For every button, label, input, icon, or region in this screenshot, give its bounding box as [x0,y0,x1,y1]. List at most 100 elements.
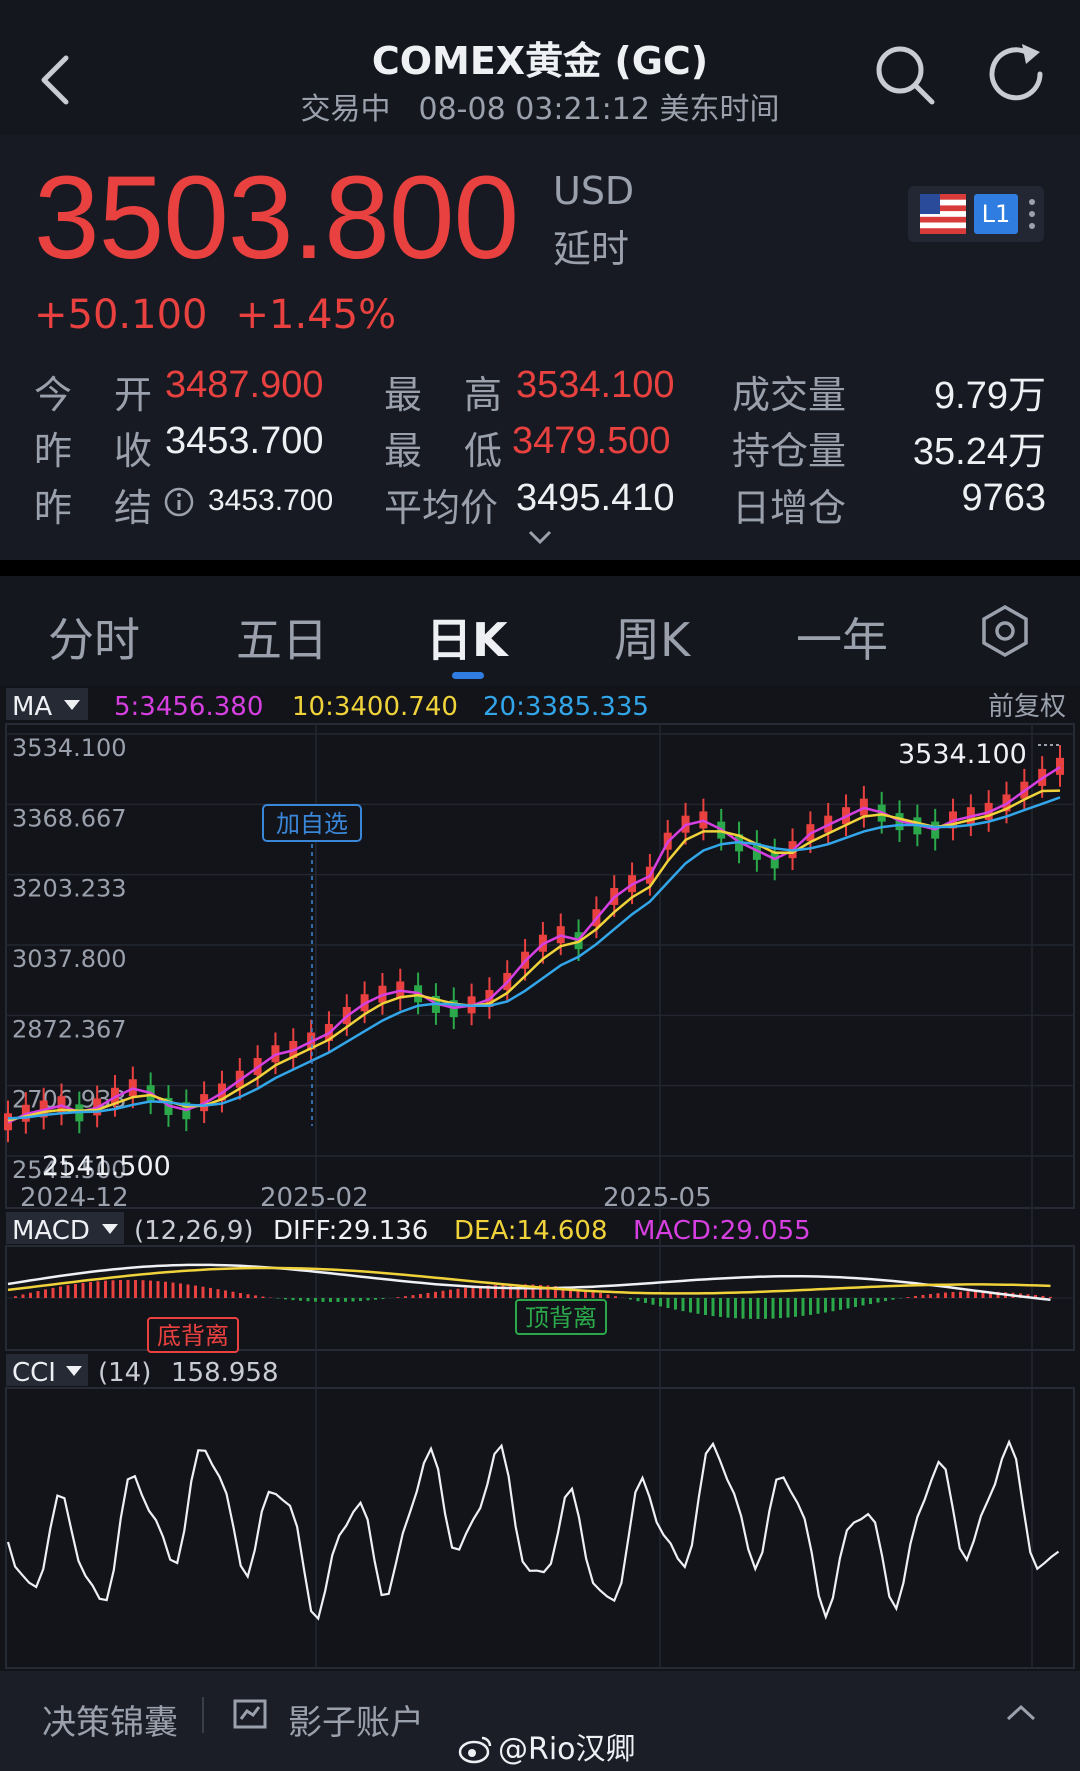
prev-close-label-1: 昨 [34,429,73,473]
avg-label: 平均价 [384,486,499,530]
last-price: 3503.800 [34,152,519,284]
timestamp: 08-08 03:21:12 美东时间 [418,92,780,127]
min-price-label: 2541.500 [42,1151,171,1182]
price-tick-label: 2541.500 [12,1156,127,1184]
market-badge[interactable]: L1 [908,186,1044,242]
cci-value: 158.958 [171,1358,279,1388]
avg-value: 3495.410 [516,477,675,519]
bottom-toolbar: 决策锦囊 影子账户 [0,1671,1080,1771]
delay-label: 延时 [553,227,630,271]
macd-dea: DEA:14.608 [454,1216,608,1246]
price-ticks: 3534.100 3368.667 3203.233 3037.800 2872.367… [12,734,127,1184]
top-divergence-tag [515,1299,607,1335]
refresh-icon[interactable] [982,40,1052,110]
prev-settle-label-1: 昨 [34,486,73,530]
volume-value: 9.79万 [934,375,1046,417]
shadow-account-button[interactable]: 影子账户 [288,1703,424,1743]
macd-params: (12,26,9) [134,1216,254,1246]
tab-weekly-k[interactable]: 周K [614,613,691,667]
macd-selector[interactable] [6,1212,124,1244]
level-badge: L1 [974,194,1018,234]
trading-status: 交易中 08-08 03:21:12 美东时间 [0,84,1080,128]
oi-value: 35.24万 [912,431,1046,473]
max-price-label: 3534.100 [898,739,1027,770]
candle-body [1056,757,1064,775]
ma10-line [7,789,1061,1122]
tab-daily-k[interactable]: 日K [426,613,508,667]
dea-line [7,1266,1051,1295]
change-value: +50.100 [34,292,208,338]
chart-area[interactable]: MA 5:3456.380 10:3400.740 20:3385.335 前复… [0,686,1080,1671]
diff-line [7,1263,1051,1302]
toolbar-separator [202,1697,204,1733]
macd-plot [6,1263,1074,1319]
page-title: COMEX黄金 (GC) [371,39,709,83]
cci-label: CCI [12,1358,56,1388]
collapse-chevron-icon[interactable] [1004,1701,1038,1725]
bottom-divergence-tag [147,1317,239,1353]
bottom-divergence-label: 底背离 [157,1322,229,1350]
macd-value: MACD:29.055 [633,1216,811,1246]
add-watch-button[interactable] [262,804,362,842]
active-tab-indicator [452,672,484,679]
low-label-1: 最 [384,429,423,473]
price-tick-label: 3534.100 [12,734,127,762]
open-label-1: 今 [34,373,73,417]
tab-one-year[interactable]: 一年 [796,613,888,667]
price-tick-label: 3037.800 [12,945,127,973]
low-value: 3479.500 [512,420,671,462]
expand-chevron-icon[interactable] [526,528,554,548]
main-panel-frame [5,723,1075,1209]
main-grid [6,724,1074,1668]
prev-settle-value: 3453.700 [208,484,334,517]
high-value: 3534.100 [516,364,675,406]
quote-panel: COMEX黄金 (GC) 交易中 08-08 03:21:12 美东时间 3503… [0,0,1080,560]
ma20-value: 20:3385.335 [483,692,649,722]
cci-plot [6,1439,1060,1621]
x-label-may: 2025-05 [603,1183,712,1213]
currency: USD [553,169,635,213]
low-label-2: 低 [464,429,503,473]
watermark: @Rio汉卿 [458,1724,636,1768]
back-arrow-icon[interactable] [28,50,88,110]
ma-dropdown-icon [64,700,80,710]
add-watch-label: 加自选 [276,810,348,838]
period-tabs: 分时 五日 日K 周K 一年 [0,576,1080,686]
search-icon[interactable] [870,40,940,110]
shadow-account-icon [233,1699,267,1729]
ma5-line [7,766,1061,1124]
ma10-value: 10:3400.740 [292,692,458,722]
adjust-label[interactable]: 前复权 [988,692,1066,722]
price-change: +50.100 +1.45% [34,292,424,338]
tab-five-day[interactable]: 五日 [236,613,328,667]
x-label-feb: 2025-02 [260,1183,369,1213]
weibo-logo-icon [458,1736,492,1764]
price-tick-label: 2872.367 [12,1015,127,1043]
tab-intraday[interactable]: 分时 [48,613,140,667]
high-label-2: 高 [464,373,503,417]
settings-hexagon-icon[interactable] [980,604,1030,658]
watermark-text: @Rio汉卿 [498,1732,636,1767]
ma20-line [7,796,1061,1120]
cci-panel-frame [5,1387,1075,1669]
top-divergence-label: 顶背离 [525,1304,597,1332]
oi-change-label: 日增仓 [732,486,847,530]
ma5-value: 5:3456.380 [114,692,263,722]
more-icon[interactable] [1026,192,1038,236]
prev-close-label-2: 收 [114,429,153,473]
strategy-kit-button[interactable]: 决策锦囊 [42,1703,178,1743]
macd-label: MACD [12,1216,90,1246]
info-icon[interactable] [163,486,195,518]
cci-params: (14) [98,1358,151,1388]
currency-info: USD 延时 [553,162,634,278]
cci-dropdown-icon [66,1366,82,1376]
macd-dropdown-icon [102,1224,118,1234]
ma-lines [7,766,1061,1124]
price-tick-label: 3368.667 [12,804,127,832]
open-value: 3487.900 [165,364,324,406]
status-text: 交易中 [300,92,391,127]
x-label-dec: 2024-12 [20,1183,129,1213]
high-label-1: 最 [384,373,423,417]
kline-chart[interactable]: MA 5:3456.380 10:3400.740 20:3385.335 前复… [0,686,1080,1671]
